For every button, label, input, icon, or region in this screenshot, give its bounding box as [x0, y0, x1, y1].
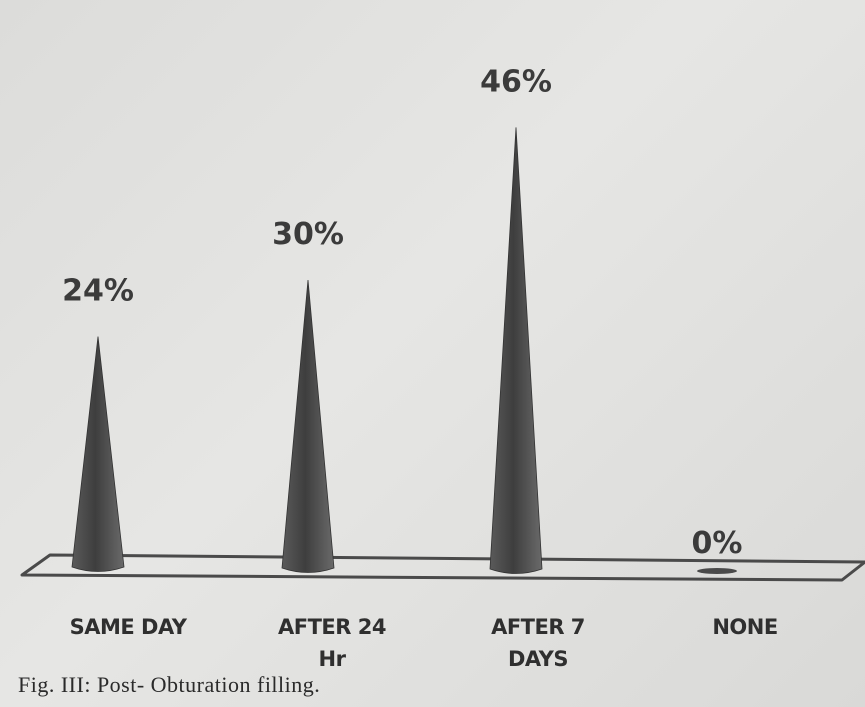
- data-label-3: 46%: [480, 64, 552, 99]
- data-label-1: 24%: [62, 274, 134, 309]
- bar-3: [489, 127, 543, 574]
- category-label-1: SAME DAY: [70, 615, 188, 639]
- category-label-4: NONE: [712, 615, 777, 639]
- chart-floor: [20, 553, 865, 582]
- bar-2: [281, 279, 335, 573]
- category-label-3: AFTER 7 DAYS: [491, 615, 585, 671]
- bar-4: [697, 568, 737, 574]
- data-label-2: 30%: [272, 217, 344, 252]
- category-label-2: AFTER 24 Hr: [278, 615, 386, 671]
- bar-1: [71, 336, 125, 572]
- figure-caption: Fig. III: Post- Obturation filling.: [18, 672, 321, 697]
- data-label-4: 0%: [692, 526, 743, 561]
